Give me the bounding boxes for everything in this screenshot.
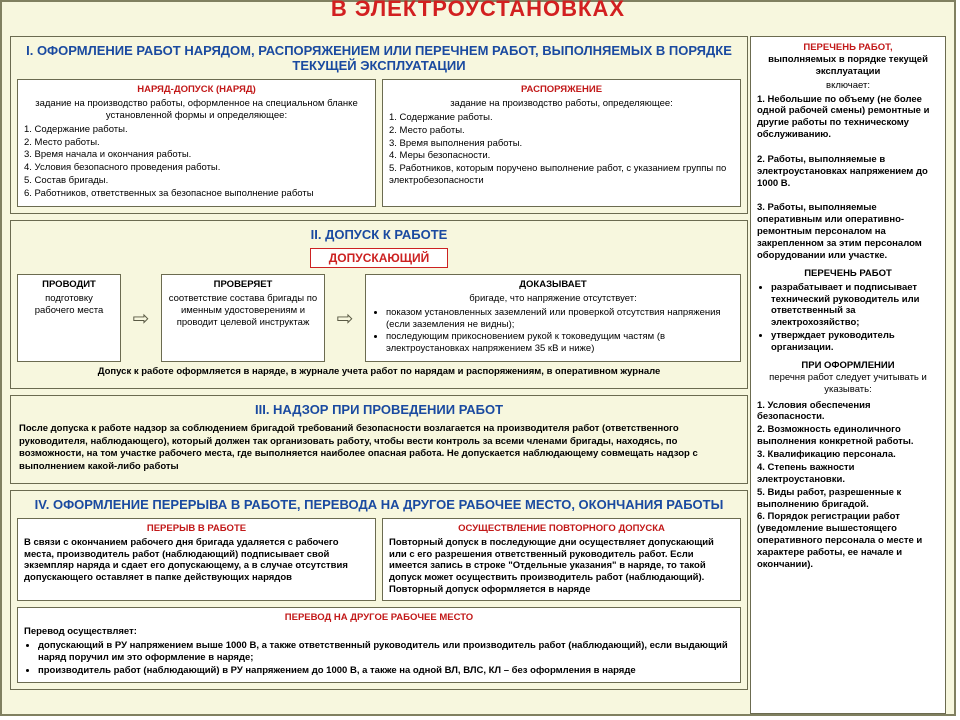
right-includes: включает:	[757, 80, 939, 92]
list-item: 1. Содержание работы.	[389, 112, 734, 124]
rasp-title: РАСПОРЯЖЕНИЕ	[389, 84, 734, 96]
provodit-body: подготовку рабочего места	[24, 293, 114, 317]
rasp-list: 1. Содержание работы. 2. Место работы. 3…	[389, 112, 734, 187]
dokazyvaet-list: показом установленных заземлений или про…	[386, 307, 734, 356]
transfer-box: ПЕРЕВОД НА ДРУГОЕ РАБОЧЕЕ МЕСТО Перевод …	[17, 607, 741, 683]
right-title-2: ПЕРЕЧЕНЬ РАБОТ	[757, 268, 939, 280]
left-column: I. ОФОРМЛЕНИЕ РАБОТ НАРЯДОМ, РАСПОРЯЖЕНИ…	[10, 36, 748, 690]
list-item: 4. Степень важности электроустановки.	[757, 462, 939, 486]
naryad-intro: задание на производство работы, оформлен…	[24, 98, 369, 122]
right-list-2: разрабатывает и подписывает технический …	[771, 282, 939, 354]
right-list-1: 1. Небольшие по объему (не более одной р…	[757, 94, 939, 262]
section-2: II. ДОПУСК К РАБОТЕ ДОПУСКАЮЩИЙ ПРОВОДИТ…	[10, 220, 748, 390]
naryad-title: НАРЯД-ДОПУСК (НАРЯД)	[24, 84, 369, 96]
list-item: 2. Место работы.	[24, 137, 369, 149]
section-3: III. НАДЗОР ПРИ ПРОВЕДЕНИИ РАБОТ После д…	[10, 395, 748, 483]
repeat-title: ОСУЩЕСТВЛЕНИЕ ПОВТОРНОГО ДОПУСКА	[389, 523, 734, 535]
section-4: IV. ОФОРМЛЕНИЕ ПЕРЕРЫВА В РАБОТЕ, ПЕРЕВО…	[10, 490, 748, 691]
arrow-icon: ⇨	[331, 274, 359, 362]
list-item: утверждает руководитель организации.	[771, 330, 939, 354]
transfer-list: допускающий в РУ напряжением выше 1000 В…	[38, 640, 734, 677]
list-item: разрабатывает и подписывает технический …	[771, 282, 939, 330]
transfer-title: ПЕРЕВОД НА ДРУГОЕ РАБОЧЕЕ МЕСТО	[24, 612, 734, 624]
naryad-list: 1. Содержание работы. 2. Место работы. 3…	[24, 124, 369, 200]
right-title-3b: перечня работ следует учитывать и указыв…	[757, 372, 939, 396]
list-item: 6. Порядок регистрации работ (уведомлени…	[757, 511, 939, 570]
provodit-box: ПРОВОДИТ подготовку рабочего места	[17, 274, 121, 362]
rasp-intro: задание на производство работы, определя…	[389, 98, 734, 110]
list-item: 3. Время выполнения работы.	[389, 138, 734, 150]
list-item: 3. Квалификацию персонала.	[757, 449, 939, 461]
proveryaet-title: ПРОВЕРЯЕТ	[168, 279, 318, 291]
list-item: 6. Работников, ответственных за безопасн…	[24, 188, 369, 200]
dokazyvaet-intro: бригаде, что напряжение отсутствует:	[372, 293, 734, 305]
section-2-title: II. ДОПУСК К РАБОТЕ	[17, 227, 741, 242]
list-item: 3. Время начала и окончания работы.	[24, 149, 369, 161]
list-item: последующим прикосновением рукой к токов…	[386, 331, 734, 355]
right-panel: ПЕРЕЧЕНЬ РАБОТ, выполняемых в порядке те…	[750, 36, 946, 714]
list-item: 2. Возможность единоличного выполнения к…	[757, 424, 939, 448]
arrow-icon: ⇨	[127, 274, 155, 362]
section-3-title: III. НАДЗОР ПРИ ПРОВЕДЕНИИ РАБОТ	[17, 402, 741, 417]
break-title: ПЕРЕРЫВ В РАБОТЕ	[24, 523, 369, 535]
list-item: 5. Виды работ, разрешенные к выполнению …	[757, 487, 939, 511]
section-4-title: IV. ОФОРМЛЕНИЕ ПЕРЕРЫВА В РАБОТЕ, ПЕРЕВО…	[17, 497, 741, 512]
dokazyvaet-title: ДОКАЗЫВАЕТ	[372, 279, 734, 291]
repeat-box: ОСУЩЕСТВЛЕНИЕ ПОВТОРНОГО ДОПУСКА Повторн…	[382, 518, 741, 601]
transfer-intro: Перевод осуществляет:	[24, 626, 734, 638]
break-body: В связи с окончанием рабочего дня бригад…	[24, 537, 369, 585]
dokazyvaet-box: ДОКАЗЫВАЕТ бригаде, что напряжение отсут…	[365, 274, 741, 362]
right-title-1: ПЕРЕЧЕНЬ РАБОТ,	[757, 42, 939, 54]
list-item: 5. Состав бригады.	[24, 175, 369, 187]
right-list-3: 1. Условия обеспечения безопасности. 2. …	[757, 400, 939, 571]
list-item: 1. Содержание работы.	[24, 124, 369, 136]
list-item: 5. Работников, которым поручено выполнен…	[389, 163, 734, 187]
poster-frame: В ЭЛЕКТРОУСТАНОВКАХ I. ОФОРМЛЕНИЕ РАБОТ …	[0, 0, 956, 716]
right-title-1b: выполняемых в порядке текущей эксплуатац…	[757, 54, 939, 78]
list-item: производитель работ (наблюдающий) в РУ н…	[38, 665, 734, 677]
list-item: 4. Меры безопасности.	[389, 150, 734, 162]
dopusk-label: ДОПУСКАЮЩИЙ	[310, 248, 448, 268]
provodit-title: ПРОВОДИТ	[24, 279, 114, 291]
list-item: 4. Условия безопасного проведения работы…	[24, 162, 369, 174]
list-item: 2. Место работы.	[389, 125, 734, 137]
naryad-box: НАРЯД-ДОПУСК (НАРЯД) задание на производ…	[17, 79, 376, 207]
list-item: 1. Условия обеспечения безопасности.	[757, 400, 939, 424]
list-item: показом установленных заземлений или про…	[386, 307, 734, 331]
proveryaet-box: ПРОВЕРЯЕТ соответствие состава бригады п…	[161, 274, 325, 362]
repeat-body: Повторный допуск в последующие дни осуще…	[389, 537, 734, 596]
proveryaet-body: соответствие состава бригады по именным …	[168, 293, 318, 329]
right-title-3: ПРИ ОФОРМЛЕНИИ	[757, 360, 939, 372]
sec2-footer: Допуск к работе оформляется в наряде, в …	[19, 366, 739, 378]
rasp-box: РАСПОРЯЖЕНИЕ задание на производство раб…	[382, 79, 741, 207]
section-1: I. ОФОРМЛЕНИЕ РАБОТ НАРЯДОМ, РАСПОРЯЖЕНИ…	[10, 36, 748, 214]
list-item: 1. Небольшие по объему (не более одной р…	[757, 94, 939, 142]
list-item: допускающий в РУ напряжением выше 1000 В…	[38, 640, 734, 664]
list-item: 3. Работы, выполняемые оперативным или о…	[757, 202, 939, 261]
section-3-body: После допуска к работе надзор за соблюде…	[19, 423, 739, 472]
break-box: ПЕРЕРЫВ В РАБОТЕ В связи с окончанием ра…	[17, 518, 376, 601]
section-1-title: I. ОФОРМЛЕНИЕ РАБОТ НАРЯДОМ, РАСПОРЯЖЕНИ…	[17, 43, 741, 73]
main-title: В ЭЛЕКТРОУСТАНОВКАХ	[2, 0, 954, 22]
list-item: 2. Работы, выполняемые в электроустановк…	[757, 154, 939, 190]
